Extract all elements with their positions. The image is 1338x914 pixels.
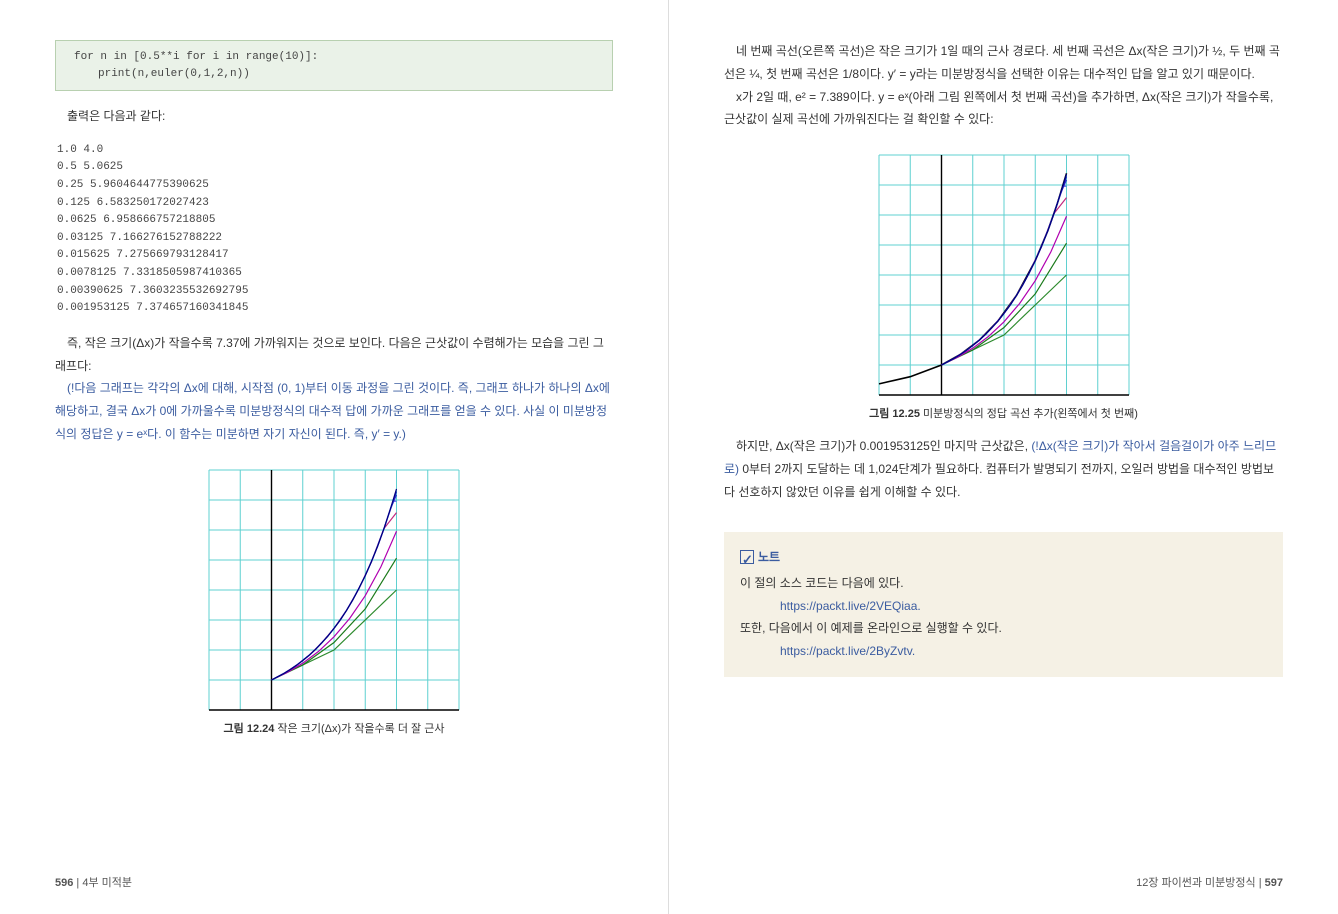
output-line: 0.125 6.583250172027423 [57, 195, 613, 213]
note-line: 또한, 다음에서 이 예제를 온라인으로 실행할 수 있다. [740, 617, 1267, 640]
note-title-text: 노트 [758, 546, 780, 569]
body-paragraph: x가 2일 때, e² = 7.389이다. y = eˣ(아래 그림 왼쪽에서… [724, 86, 1283, 132]
output-label: 출력은 다음과 같다: [55, 105, 613, 128]
caption-label: 그림 12.25 [869, 408, 920, 420]
section-label: 12장 파이썬과 미분방정식 | [1136, 877, 1265, 889]
figure-caption: 그림 12.24 작은 크기(Δx)가 작을수록 더 잘 근사 [55, 720, 613, 736]
page-footer: 596 | 4부 미적분 [55, 874, 132, 890]
note-line: 이 절의 소스 코드는 다음에 있다. [740, 572, 1267, 595]
code-block: for n in [0.5**i for i in range(10)]: pr… [55, 40, 613, 91]
output-line: 0.00390625 7.3603235532692795 [57, 283, 613, 301]
body-paragraph: 네 번째 곡선(오른쪽 곡선)은 작은 크기가 1일 때의 근사 경로다. 세 … [724, 40, 1283, 86]
page-596: for n in [0.5**i for i in range(10)]: pr… [0, 0, 669, 914]
section-label: | 4부 미적분 [73, 877, 132, 889]
caption-text: 작은 크기(Δx)가 작을수록 더 잘 근사 [274, 723, 444, 735]
output-line: 0.015625 7.275669793128417 [57, 247, 613, 265]
code-line: print(n,euler(0,1,2,n)) [74, 66, 594, 83]
note-box: 노트 이 절의 소스 코드는 다음에 있다. https://packt.liv… [724, 532, 1283, 677]
note-link[interactable]: https://packt.live/2VEQiaa. [740, 595, 1267, 618]
output-line: 0.0625 6.958666757218805 [57, 212, 613, 230]
output-line: 0.03125 7.166276152788222 [57, 230, 613, 248]
note-title: 노트 [740, 546, 780, 569]
output-line: 0.25 5.9604644775390625 [57, 177, 613, 195]
output-line: 0.0078125 7.3318505987410365 [57, 265, 613, 283]
output-line: 1.0 4.0 [57, 142, 613, 160]
text-run: 0부터 2까지 도달하는 데 1,024단계가 필요하다. 컴퓨터가 발명되기 … [724, 462, 1274, 499]
output-block: 1.0 4.00.5 5.06250.25 5.9604644775390625… [55, 142, 613, 318]
body-paragraph: 하지만, Δx(작은 크기)가 0.001953125인 마지막 근삿값은, (… [724, 435, 1283, 503]
note-link[interactable]: https://packt.live/2ByZvtv. [740, 640, 1267, 663]
note-paragraph: (!다음 그래프는 각각의 Δx에 대해, 시작점 (0, 1)부터 이동 과정… [55, 377, 613, 445]
figure-12-25 [724, 145, 1283, 405]
text-run: 하지만, Δx(작은 크기)가 0.001953125인 마지막 근삿값은, [736, 439, 1031, 453]
output-line: 0.5 5.0625 [57, 159, 613, 177]
page-footer: 12장 파이썬과 미분방정식 | 597 [1136, 874, 1283, 890]
figure-12-24 [55, 460, 613, 720]
page-597: 네 번째 곡선(오른쪽 곡선)은 작은 크기가 1일 때의 근사 경로다. 세 … [669, 0, 1338, 914]
output-line: 0.001953125 7.374657160341845 [57, 300, 613, 318]
page-number: 596 [55, 877, 73, 889]
code-line: for n in [0.5**i for i in range(10)]: [74, 49, 594, 66]
caption-label: 그림 12.24 [224, 723, 275, 735]
chart-12-25 [869, 145, 1139, 405]
page-number: 597 [1265, 877, 1283, 889]
chart-12-24 [199, 460, 469, 720]
figure-caption: 그림 12.25 미분방정식의 정답 곡선 추가(왼쪽에서 첫 번째) [724, 405, 1283, 421]
caption-text: 미분방정식의 정답 곡선 추가(왼쪽에서 첫 번째) [920, 408, 1138, 420]
body-paragraph: 즉, 작은 크기(Δx)가 작을수록 7.37에 가까워지는 것으로 보인다. … [55, 332, 613, 378]
check-icon [740, 550, 754, 564]
